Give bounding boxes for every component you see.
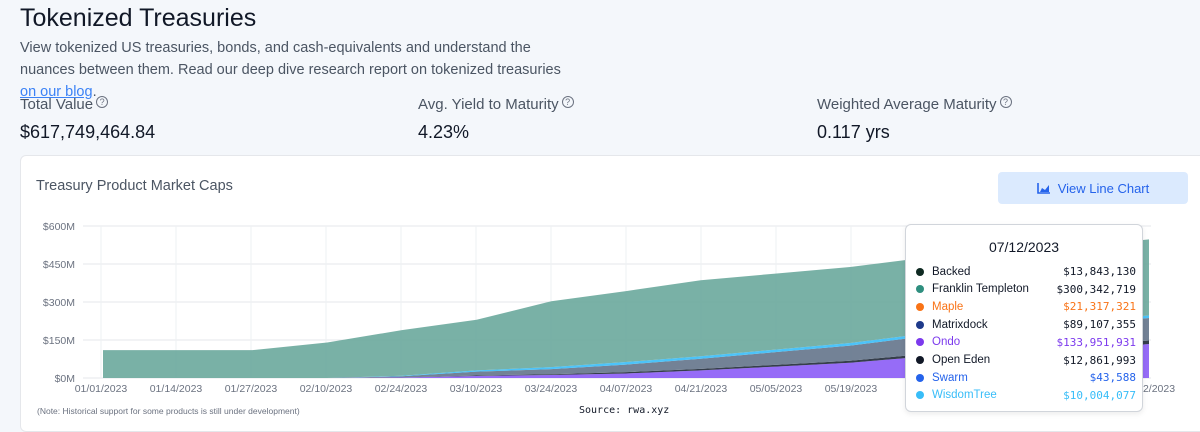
area-chart-icon [1036,182,1050,194]
tooltip-series-value: $89,107,355 [1063,318,1136,332]
area-franklin-templeton[interactable] [103,239,1149,378]
legend-dot-icon [916,320,924,329]
stat-label: Total Value [20,96,94,113]
legend-dot-icon [916,338,924,347]
tooltip-series-value: $133,951,931 [1056,335,1136,349]
tooltip-series-value: $12,861,993 [1063,353,1136,367]
x-tick-label: 03/24/2023 [525,383,578,395]
tooltip-row: Swarm $43,588 [916,369,1136,386]
tooltip-series-name: Open Eden [932,354,991,366]
tooltip-series-name: Ondo [932,336,961,349]
area-ondo[interactable] [103,344,1149,378]
y-tick-label: $150M [43,335,75,347]
tooltip-series-value: $10,004,077 [1063,388,1136,402]
legend-dot-icon [916,356,924,364]
stat-avg-yield: Avg. Yield to Maturity? 4.23% [418,95,574,143]
y-tick-label: $450M [43,259,75,271]
chart-tooltip: 07/12/2023 Backed $13,843,130 Franklin Tem… [905,224,1143,412]
tooltip-row: WisdomTree $10,004,077 [916,387,1136,404]
y-tick-label: $300M [43,297,75,309]
chart-note: (Note: Historical support for some produ… [37,406,300,416]
stat-label: Avg. Yield to Maturity [418,96,559,113]
x-tick-label: 01/01/2023 [75,383,128,395]
view-line-chart-button[interactable]: View Line Chart [998,172,1188,204]
tooltip-date: 07/12/2023 [988,239,1060,255]
x-tick-label: 04/07/2023 [600,383,653,395]
tooltip-series-name: Maple [932,300,964,313]
x-tick-label: 2/2023 [1143,383,1175,395]
tooltip-row: Matrixdock $89,107,355 [916,316,1136,333]
blog-link[interactable]: on our blog [20,84,93,100]
tooltip-series-name: Franklin Templeton [932,283,1029,296]
view-line-chart-label: View Line Chart [1057,180,1150,196]
description-end: . [92,84,97,100]
page-description: View tokenized US treasuries, bonds, and… [20,37,580,103]
help-icon[interactable]: ? [999,95,1012,108]
stat-value: $617,749,464.84 [20,122,156,142]
tooltip-series-name: Matrixdock [932,318,988,331]
legend-dot-icon [916,267,924,276]
tooltip-series-name: Backed [932,265,971,278]
x-tick-label: 05/05/2023 [750,383,803,395]
chart-title: Treasury Product Market Caps [36,178,233,194]
tooltip-series-value: $300,342,719 [1056,282,1136,296]
stat-weighted-maturity: Weighted Average Maturity? 0.117 yrs [817,95,1012,143]
help-icon[interactable]: ? [96,95,109,108]
x-tick-label: 02/10/2023 [300,383,353,395]
legend-dot-icon [916,391,924,400]
page-title: Tokenized Treasuries [20,4,257,32]
tooltip-series-name: WisdomTree [932,389,997,402]
tooltip-series-value: $43,588 [1089,371,1136,385]
stat-value: 0.117 yrs [817,122,890,142]
stat-value: 4.23% [418,122,470,142]
chart-source: Source: rwa.xyz [579,405,670,416]
tooltip-row: Maple $21,317,321 [916,298,1136,315]
legend-dot-icon [916,302,924,311]
legend-dot-icon [916,285,924,294]
description-text: View tokenized US treasuries, bonds, and… [20,40,561,78]
x-tick-label: 01/14/2023 [150,383,203,395]
tooltip-row: Open Eden $12,861,993 [916,352,1136,369]
y-tick-label: $600M [43,221,75,233]
stat-total-value: Total Value? $617,749,464.84 [20,95,156,143]
y-tick-label: $0M [55,373,75,385]
tooltip-row: Franklin Templeton $300,342,719 [916,281,1136,298]
x-tick-label: 02/24/2023 [375,383,428,395]
tooltip-series-name: Swarm [932,371,968,384]
tooltip-series-value: $13,843,130 [1063,265,1136,278]
legend-dot-icon [916,373,924,382]
x-tick-label: 04/21/2023 [675,383,728,395]
tooltip-row: Ondo $133,951,931 [916,334,1136,351]
x-tick-label: 05/19/2023 [825,383,878,395]
help-icon[interactable]: ? [561,95,574,108]
x-tick-label: 03/10/2023 [450,383,503,395]
tooltip-row: Backed $13,843,130 [916,263,1136,280]
tooltip-series-value: $21,317,321 [1063,300,1136,314]
x-tick-label: 01/27/2023 [225,383,278,395]
chart-card: Treasury Product Market Caps View Line C… [20,155,1200,432]
stat-label: Weighted Average Maturity [817,96,997,113]
